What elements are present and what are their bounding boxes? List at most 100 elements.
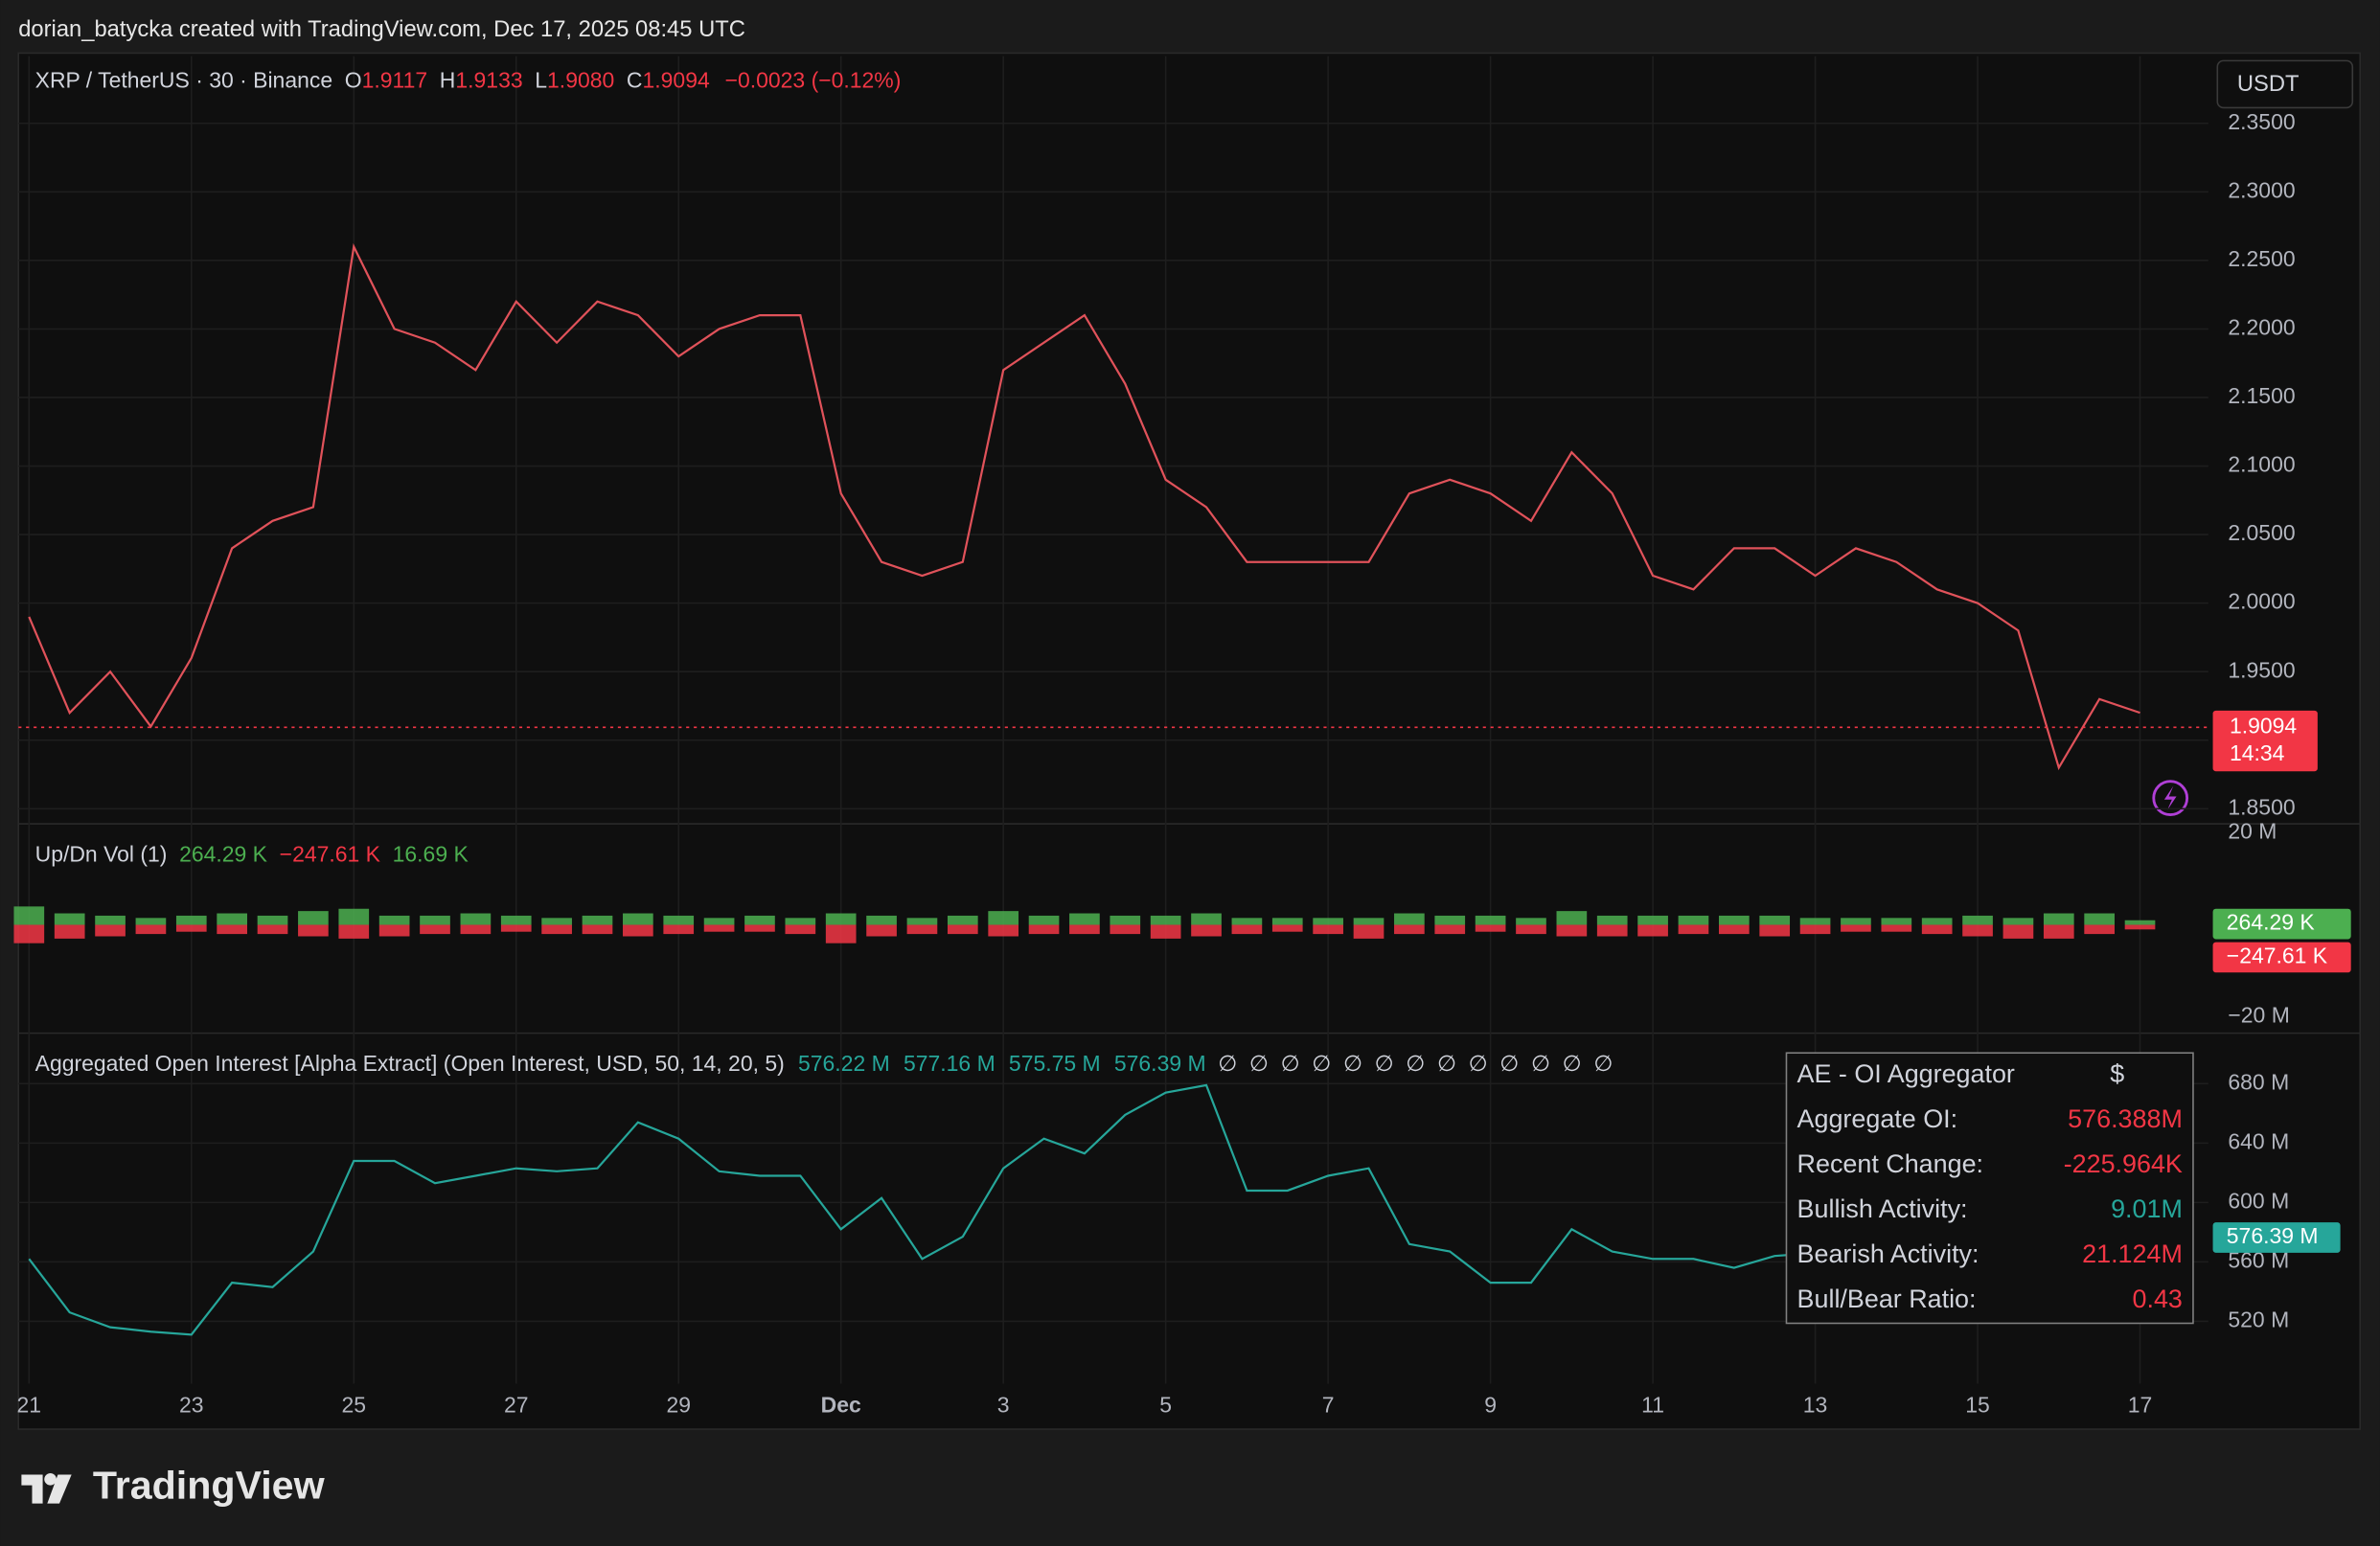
- volume-bar: [1962, 924, 1993, 937]
- table-value: 0.43: [2132, 1285, 2182, 1313]
- volume-bar: [866, 924, 897, 937]
- volume-bar: [54, 924, 85, 939]
- last-value-label: 264.29 K: [2227, 910, 2316, 935]
- volume-bar: [1516, 918, 1546, 925]
- volume-bar: [338, 908, 370, 925]
- legend-text: XRP / TetherUS · 30 · Binance: [35, 68, 332, 93]
- volume-bar: [1881, 924, 1912, 932]
- legend-text: ∅: [1406, 1051, 1425, 1076]
- volume-bar: [1921, 924, 1953, 935]
- legend-text: ∅: [1249, 1051, 1269, 1076]
- volume-bar: [460, 913, 492, 925]
- table-label: Bearish Activity:: [1797, 1239, 1980, 1268]
- legend-text: ∅: [1375, 1051, 1394, 1076]
- volume-bar: [1678, 915, 1709, 925]
- volume-bar: [175, 924, 207, 932]
- volume-bar: [703, 918, 735, 925]
- legend-text: −247.61 K: [280, 841, 381, 866]
- legend-text: ∅: [1343, 1051, 1362, 1076]
- data-line: [28, 242, 2140, 771]
- x-tick-label: 21: [17, 1392, 42, 1417]
- volume-bar: [1678, 924, 1709, 935]
- volume-bar: [1556, 911, 1588, 925]
- legend-text: 575.75 M: [1009, 1051, 1101, 1076]
- currency-button[interactable]: [2216, 59, 2354, 109]
- volume-bar: [460, 924, 492, 935]
- volume-bar: [1921, 918, 1953, 925]
- legend-text: 264.29 K: [179, 841, 268, 866]
- legend-text: −0.0023 (−0.12%): [725, 68, 902, 93]
- y-tick-label: 2.0500: [2228, 520, 2295, 545]
- volume-bar: [1841, 918, 1871, 925]
- volume-bar: [623, 913, 653, 925]
- legend-text: Aggregated Open Interest [Alpha Extract]…: [35, 1051, 785, 1076]
- volume-bar: [663, 924, 695, 935]
- volume-bar: [135, 918, 167, 925]
- legend-text: ∅: [1312, 1051, 1331, 1076]
- volume-bar: [420, 924, 450, 935]
- volume-bar: [1799, 924, 1831, 935]
- volume-bar: [1475, 924, 1506, 932]
- x-tick-label: 17: [2128, 1392, 2153, 1417]
- countdown: 14:34: [2230, 740, 2285, 765]
- volume-bar: [825, 924, 857, 944]
- volume-bar: [541, 918, 572, 925]
- volume-bar: [988, 924, 1019, 937]
- y-tick-label: 2.2500: [2228, 246, 2295, 271]
- legend-text: ∅: [1218, 1051, 1237, 1076]
- x-tick-label: 27: [504, 1392, 529, 1417]
- last-value-label: −247.61 K: [2227, 944, 2328, 968]
- volume-bar: [217, 913, 247, 925]
- y-tick-label: 2.1500: [2228, 383, 2295, 408]
- volume-bar: [906, 918, 938, 925]
- volume-bar: [420, 915, 450, 925]
- volume-bar: [947, 924, 978, 935]
- y-tick-label: 680 M: [2228, 1069, 2289, 1094]
- volume-bar: [500, 915, 532, 925]
- table-label: Recent Change:: [1797, 1149, 1983, 1178]
- legend-text: ∅: [1281, 1051, 1300, 1076]
- volume-bar: [1759, 924, 1791, 937]
- volume-bar: [1110, 924, 1141, 935]
- volume-bar: [2043, 913, 2074, 925]
- last-value-tag: [2212, 1222, 2341, 1253]
- volume-bar: [95, 915, 126, 925]
- volume-bar: [257, 924, 288, 935]
- y-tick-label: 640 M: [2228, 1128, 2289, 1153]
- currency-label[interactable]: USDT: [2237, 71, 2300, 97]
- volume-bar: [298, 924, 329, 937]
- y-tick-label: 20 M: [2228, 819, 2277, 844]
- volume-bar: [1799, 918, 1831, 925]
- x-tick-label: 29: [666, 1392, 691, 1417]
- volume-bar: [500, 924, 532, 932]
- volume-bar: [1150, 924, 1181, 939]
- volume-bar: [2043, 924, 2074, 939]
- x-tick-label: 9: [1484, 1392, 1497, 1417]
- y-tick-label: 1.8500: [2228, 794, 2295, 819]
- y-tick-label: 2.3500: [2228, 109, 2295, 134]
- volume-bar: [13, 906, 45, 925]
- volume-bar: [378, 915, 410, 925]
- volume-bar: [1069, 924, 1100, 935]
- volume-bar: [744, 915, 775, 925]
- volume-bar: [1475, 915, 1506, 925]
- volume-bar: [2124, 924, 2156, 930]
- table-title: AE - OI Aggregator: [1797, 1059, 2015, 1088]
- legend-text: ∅: [1469, 1051, 1488, 1076]
- brand: TradingView: [93, 1464, 326, 1508]
- volume-bar: [1434, 915, 1466, 925]
- y-tick-label: 2.3000: [2228, 177, 2295, 202]
- last-value-tag: [2212, 942, 2351, 973]
- last-value-tag: [2212, 908, 2351, 940]
- y-tick-label: 2.1000: [2228, 452, 2295, 477]
- last-price-label: 1.9094: [2230, 713, 2297, 738]
- alert-icon[interactable]: [2152, 780, 2189, 816]
- volume-bar: [1231, 924, 1263, 935]
- volume-bar: [1637, 915, 1668, 925]
- y-tick-label: −20 M: [2228, 1002, 2289, 1027]
- table-value: 576.388M: [2068, 1104, 2183, 1133]
- volume-bar: [1596, 924, 1628, 937]
- table-currency: $: [2110, 1059, 2124, 1088]
- volume-bar: [2084, 924, 2115, 935]
- pane-legend: XRP / TetherUS · 30 · Binance O1.9117 H1.9…: [35, 68, 902, 93]
